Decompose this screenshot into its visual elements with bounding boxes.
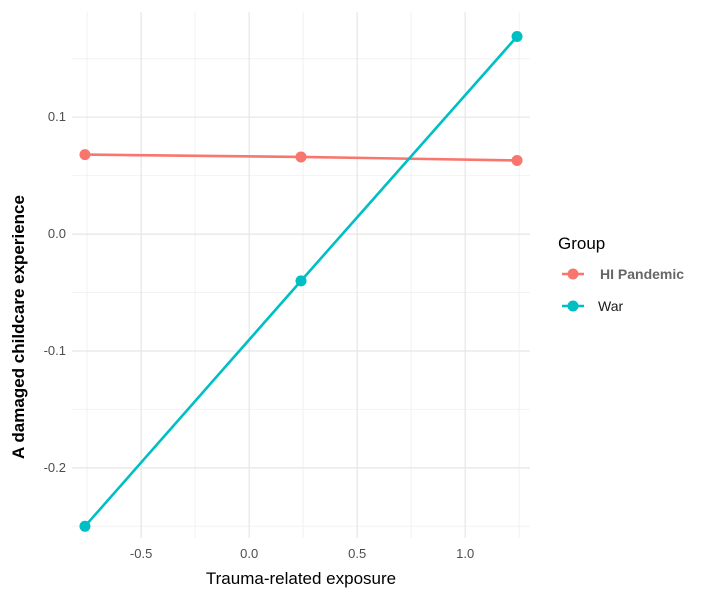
legend: Group HI Pandemic War <box>558 234 684 314</box>
y-tick-label: -0.2 <box>44 460 66 475</box>
y-tick-label: -0.1 <box>44 343 66 358</box>
data-point-war <box>295 275 307 287</box>
grid-major <box>72 12 530 538</box>
x-axis-title: Trauma-related exposure <box>206 569 396 588</box>
legend-label-hi-pandemic: HI Pandemic <box>600 266 684 282</box>
grid-minor <box>72 12 530 538</box>
x-tick-label: -0.5 <box>130 546 152 561</box>
x-tick-label: 1.0 <box>456 546 474 561</box>
x-tick-label: 0.5 <box>348 546 366 561</box>
data-point-hi-pandemic <box>79 149 91 161</box>
y-tick-label: 0.1 <box>48 109 66 124</box>
x-tick-labels: -0.5 0.0 0.5 1.0 <box>130 546 474 561</box>
data-point-hi-pandemic <box>295 151 307 163</box>
data-point-war <box>511 31 523 43</box>
series-points <box>79 31 523 532</box>
legend-key-war <box>562 300 584 312</box>
legend-title: Group <box>558 234 605 253</box>
y-axis-title: A damaged childcare experience <box>9 195 28 459</box>
y-tick-label: 0.0 <box>48 226 66 241</box>
legend-label-war: War <box>598 298 623 314</box>
legend-key-hi-pandemic <box>562 268 584 280</box>
x-tick-label: 0.0 <box>240 546 258 561</box>
data-point-war <box>79 520 91 532</box>
legend-items: HI Pandemic War <box>562 266 684 314</box>
y-tick-labels: -0.2 -0.1 0.0 0.1 <box>44 109 66 475</box>
data-point-hi-pandemic <box>511 154 523 166</box>
